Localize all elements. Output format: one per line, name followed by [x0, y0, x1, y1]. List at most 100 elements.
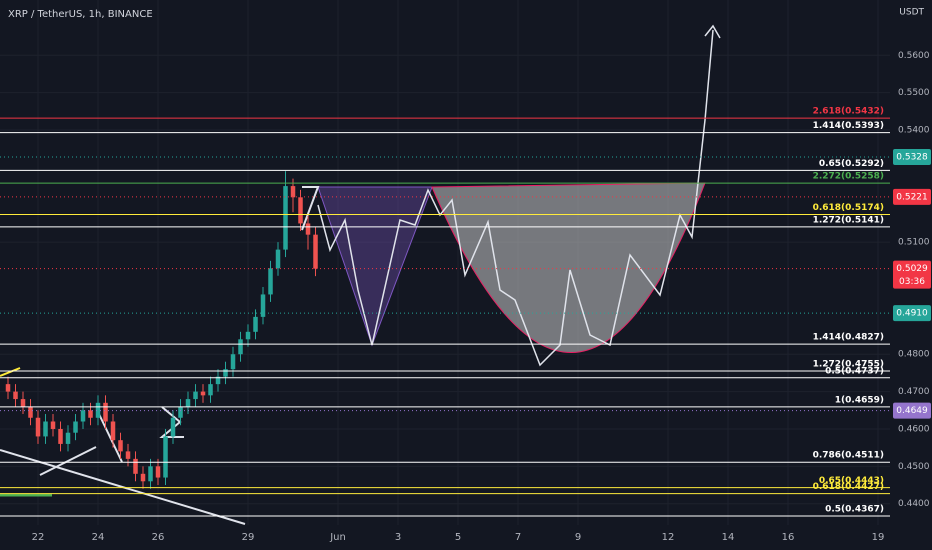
fib-label: 1.272(0.5141)	[813, 215, 884, 225]
trend-line	[39, 446, 97, 476]
price-tag	[893, 260, 931, 289]
candle-body	[313, 234, 318, 269]
price-tag-label: 0.5328	[896, 152, 928, 162]
candle-body	[253, 316, 258, 332]
candle-body	[88, 410, 93, 418]
price-tag	[893, 402, 931, 419]
arrow-head	[704, 24, 721, 39]
x-tick-label: 16	[782, 532, 795, 543]
candle-body	[268, 268, 273, 295]
fib-label: 1(0.4659)	[835, 395, 884, 405]
candle-body	[43, 421, 48, 437]
price-tag	[893, 305, 931, 322]
candle-body	[260, 294, 266, 317]
candle-body	[238, 339, 243, 355]
candle-body	[200, 391, 206, 396]
fib-label: 1.272(0.4755)	[813, 360, 884, 370]
fib-label: 0.618(0.4427)	[813, 482, 884, 492]
fib-label: 2.618(0.5432)	[813, 107, 884, 117]
candle-body	[5, 384, 11, 392]
candle-body	[245, 331, 251, 340]
fib-label: 0.65(0.4443)	[819, 476, 884, 486]
candles	[5, 171, 318, 489]
x-tick-label: Jun	[329, 532, 346, 543]
candle-body	[110, 421, 116, 441]
candle-body	[35, 417, 41, 437]
trend-line	[0, 367, 21, 377]
candle-body	[140, 473, 146, 482]
y-tick-label: 0.5500	[898, 88, 930, 98]
candle-body	[103, 402, 108, 422]
trend-line	[301, 186, 320, 231]
fib-levels: 2.618(0.5432) 1.414(0.5393) 0.65(0.5292) 2.…	[0, 107, 890, 517]
price-tag	[893, 148, 931, 165]
x-tick-label: 26	[152, 532, 165, 543]
candle-body	[118, 440, 123, 452]
fib-label: 0.618(0.5174)	[813, 203, 884, 213]
candle-body	[298, 197, 303, 224]
price-tag	[893, 188, 931, 205]
candle-body	[95, 402, 101, 418]
candle-body	[163, 436, 168, 478]
candle-body	[290, 186, 296, 198]
fib-label: 0.5(0.4367)	[825, 505, 884, 515]
candle-body	[125, 451, 131, 459]
y-tick-label: 0.4700	[898, 387, 930, 397]
candle-body	[73, 421, 78, 433]
x-tick-label: 22	[32, 532, 45, 543]
candle-body	[58, 428, 63, 444]
candle-body	[133, 458, 138, 474]
price-tag-label: 0.5029	[896, 264, 928, 274]
price-tag-label: 0.4910	[896, 309, 928, 319]
fib-label: 0.786(0.4511)	[813, 451, 884, 461]
candle-body	[50, 421, 56, 429]
candle-body	[28, 406, 33, 418]
candle-body	[178, 406, 183, 418]
candle-body	[223, 369, 228, 377]
candle-body	[80, 410, 86, 422]
y-tick-label: 0.4800	[898, 350, 930, 360]
x-tick-label: 7	[515, 532, 521, 543]
time-axis	[0, 525, 890, 550]
candle-body	[283, 186, 288, 250]
x-tick-label: 9	[575, 532, 581, 543]
axis-unit: USDT	[899, 8, 924, 18]
candle-body	[155, 466, 161, 478]
candle-body	[65, 432, 71, 444]
candle-body	[20, 399, 26, 407]
candle-body	[148, 466, 153, 482]
chart-title: XRP / TetherUS, 1h, BINANCE	[8, 9, 153, 20]
candle-body	[13, 391, 18, 400]
fib-label: 0.5(0.4737)	[825, 366, 884, 376]
cup-pattern	[431, 182, 706, 353]
candle-body	[215, 376, 221, 385]
candle-body	[170, 417, 176, 437]
fib-label: 1.414(0.5393)	[813, 121, 884, 131]
candle-body	[275, 249, 281, 269]
fib-label: 2.272(0.5258)	[813, 172, 884, 182]
fib-label: 0.65(0.5292)	[819, 159, 884, 169]
candle-body	[193, 391, 198, 400]
candle-body	[208, 384, 213, 396]
x-tick-label: 24	[92, 532, 105, 543]
y-tick-label: 0.4500	[898, 462, 930, 472]
price-tag-label: 0.5221	[896, 192, 928, 202]
x-tick-label: 12	[662, 532, 675, 543]
x-tick-label: 29	[242, 532, 255, 543]
y-tick-label: 0.5600	[898, 51, 930, 61]
trend-line	[97, 411, 123, 463]
y-tick-label: 0.5100	[898, 238, 930, 248]
y-tick-label: 0.4600	[898, 424, 930, 434]
fib-label: 1.414(0.4827)	[813, 333, 884, 343]
y-tick-label: 0.5400	[898, 126, 930, 136]
x-tick-label: 19	[872, 532, 885, 543]
candle-body	[185, 399, 191, 407]
x-tick-label: 3	[395, 532, 401, 543]
price-tag-label: 0.4649	[896, 406, 928, 416]
x-tick-label: 14	[722, 532, 735, 543]
candle-body	[305, 223, 311, 235]
x-tick-label: 5	[455, 532, 461, 543]
y-tick-label: 0.4400	[898, 499, 930, 509]
